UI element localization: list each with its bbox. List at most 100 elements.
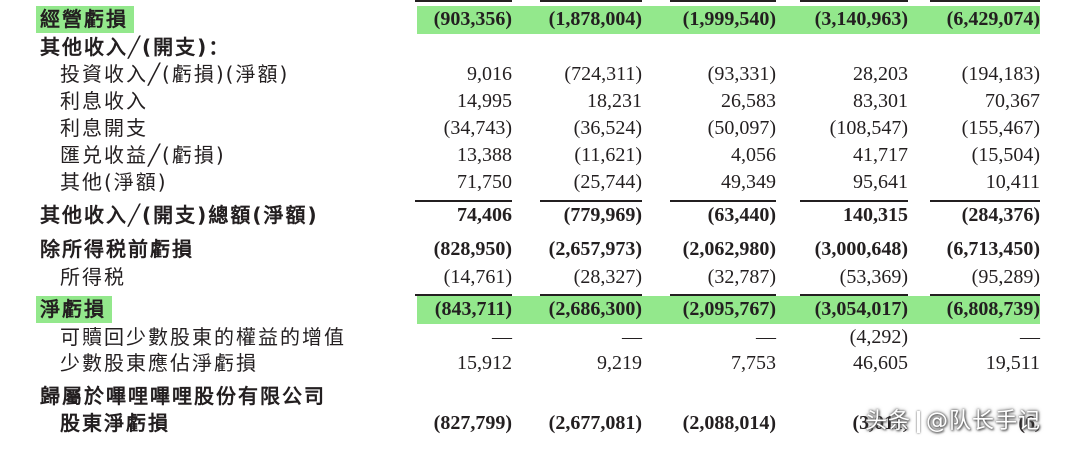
row-value-col-3: 26,583 (721, 90, 776, 112)
row-value-col-2: (724,311) (564, 63, 642, 85)
row-value-col-2: (36,524) (573, 117, 642, 139)
row-value-col-4: 28,203 (853, 63, 908, 85)
table-row: 匯兑收益╱(虧損) 13,388 (11,621) 4,056 41,717 (15,50… (0, 142, 1080, 169)
row-value-col-5: — (1020, 326, 1040, 348)
row-value-col-2: — (622, 326, 642, 348)
row-value-col-4: (4,292) (849, 326, 908, 348)
row-value-col-3: — (756, 326, 776, 348)
row-value-col-1: (14,761) (443, 266, 512, 288)
row-value-col-5: 70,367 (985, 90, 1040, 112)
top-rule (540, 0, 642, 2)
table-row: 少數股東應佔淨虧損 15,912 9,219 7,753 46,605 19,511 (0, 350, 1080, 377)
table-row: 淨虧損 (843,711) (2,686,300) (2,095,767) (3,054… (0, 296, 1080, 324)
table-row: 投資收入╱(虧損)(淨額) 9,016 (724,311) (93,331) 28,20… (0, 61, 1080, 88)
row-value-col-1: (903,356) (433, 8, 512, 30)
row-value-col-4: (53,369) (839, 266, 908, 288)
row-value-col-3: (93,331) (707, 63, 776, 85)
row-value-col-1: (34,743) (443, 117, 512, 139)
row-value-col-2: (779,969) (563, 204, 642, 226)
table-row: 其他收入╱(開支)： (0, 34, 1080, 61)
subtotal-rule (415, 200, 512, 202)
row-label: 匯兑收益╱(虧損) (60, 143, 226, 167)
table-row: 利息收入 14,995 18,231 26,583 83,301 70,367 (0, 88, 1080, 115)
row-label: 其他收入╱(開支)總額(淨額) (40, 203, 319, 227)
watermark-text-2: @队长手记 (926, 409, 1042, 434)
row-label: 股東淨虧損 (60, 411, 170, 435)
table-row: 經營虧損 (903,356) (1,878,004) (1,999,540) (3,14… (0, 6, 1080, 34)
row-value-col-4: (108,547) (829, 117, 908, 139)
watermark-text-1: 头条 (865, 409, 912, 434)
row-value-col-3: (50,097) (707, 117, 776, 139)
row-value-col-4: (3,011, (852, 412, 908, 434)
highlight-band (417, 296, 1040, 324)
top-rule (930, 0, 1040, 2)
row-label: 其他收入╱(開支)： (40, 35, 231, 59)
row-value-col-1: 13,388 (457, 144, 512, 166)
row-value-col-4: 41,717 (853, 144, 908, 166)
row-value-col-5 (930, 34, 1040, 61)
row-value-col-5: (155,467) (961, 117, 1040, 139)
row-value-col-3: (63,440) (707, 204, 776, 226)
top-rule (800, 0, 908, 2)
row-value-col-1: 14,995 (457, 90, 512, 112)
row-label: 利息開支 (60, 116, 148, 140)
row-value-col-1: 15,912 (457, 352, 512, 374)
table-row: 可贖回少數股東的權益的增值 — — — (4,292) — (0, 324, 1080, 351)
table-row: 其他收入╱(開支)總額(淨額) 74,406 (779,969) (63,440) 14… (0, 202, 1080, 229)
row-value-col-5: (6,808,739) (946, 298, 1040, 320)
row-value-col-3: (2,062,980) (682, 238, 776, 260)
row-value-col-5: (6, (1018, 412, 1040, 434)
row-label: 可贖回少數股東的權益的增值 (60, 325, 346, 349)
row-value-col-3: 7,753 (731, 352, 776, 374)
row-value-col-2: 9,219 (597, 352, 642, 374)
row-value-col-1 (402, 34, 512, 61)
row-label: 經營虧損 (36, 6, 134, 33)
subtotal-rule (800, 200, 908, 202)
row-value-col-5: (6,713,450) (946, 238, 1040, 260)
table-row: 所得税 (14,761) (28,327) (32,787) (53,369) (95,2… (0, 264, 1080, 291)
row-label: 利息收入 (60, 89, 148, 113)
row-value-col-1: (827,799) (433, 412, 512, 434)
row-value-col-3 (666, 34, 776, 61)
row-value-col-2: (1,878,004) (548, 8, 642, 30)
row-label: 少數股東應佔淨虧損 (60, 351, 258, 375)
row-value-col-2: (2,657,973) (548, 238, 642, 260)
row-value-col-3: (1,999,540) (682, 8, 776, 30)
row-value-col-4: 83,301 (853, 90, 908, 112)
row-value-col-4: 95,641 (853, 171, 908, 193)
top-rule (670, 0, 776, 2)
subtotal-rule (930, 200, 1040, 202)
row-value-col-5: 10,411 (985, 171, 1040, 193)
row-value-col-3 (666, 383, 776, 410)
row-label: 除所得税前虧損 (40, 237, 194, 261)
row-value-col-1: (843,711) (434, 298, 512, 320)
row-value-col-3: 4,056 (731, 144, 776, 166)
row-value-col-2: (25,744) (573, 171, 642, 193)
table-row: 歸屬於嗶哩嗶哩股份有限公司 (0, 383, 1080, 410)
row-value-col-2 (532, 34, 642, 61)
subtotal-rule (930, 294, 1040, 296)
row-value-col-3: (32,787) (707, 266, 776, 288)
row-value-col-1 (402, 383, 512, 410)
row-value-col-5: (15,504) (971, 144, 1040, 166)
row-label: 投資收入╱(虧損)(淨額) (60, 62, 290, 86)
row-value-col-1: 71,750 (457, 171, 512, 193)
row-label: 淨虧損 (36, 296, 112, 323)
highlight-band (417, 6, 1040, 34)
row-value-col-2: 18,231 (587, 90, 642, 112)
row-value-col-2: (2,686,300) (548, 298, 642, 320)
row-label: 其他(淨額) (60, 170, 168, 194)
row-value-col-2: (2,677,081) (548, 412, 642, 434)
subtotal-rule (415, 294, 512, 296)
row-value-col-4: (3,054,017) (814, 298, 908, 320)
watermark: 头条 @队长手记 (865, 404, 1041, 440)
row-value-col-2: (28,327) (573, 266, 642, 288)
row-value-col-5: (194,183) (961, 63, 1040, 85)
table-row: 其他(淨額) 71,750 (25,744) 49,349 95,641 10,411 (0, 169, 1080, 196)
row-label: 歸屬於嗶哩嗶哩股份有限公司 (40, 384, 326, 408)
row-value-col-2: (11,621) (574, 144, 642, 166)
row-value-col-5: (95,289) (971, 266, 1040, 288)
subtotal-rule (540, 200, 642, 202)
row-value-col-1: (828,950) (433, 238, 512, 260)
row-value-col-4: 46,605 (853, 352, 908, 374)
